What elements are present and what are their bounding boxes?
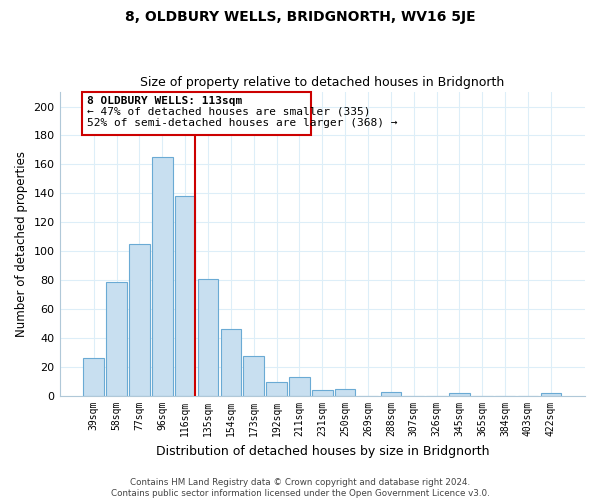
Text: Contains HM Land Registry data © Crown copyright and database right 2024.
Contai: Contains HM Land Registry data © Crown c… — [110, 478, 490, 498]
Bar — [541, 393, 561, 396]
FancyBboxPatch shape — [82, 92, 311, 136]
X-axis label: Distribution of detached houses by size in Bridgnorth: Distribution of detached houses by size … — [155, 444, 489, 458]
Y-axis label: Number of detached properties: Number of detached properties — [15, 151, 28, 337]
Bar — [198, 279, 218, 396]
Bar — [221, 330, 241, 396]
Text: 52% of semi-detached houses are larger (368) →: 52% of semi-detached houses are larger (… — [87, 118, 397, 128]
Bar — [244, 356, 264, 396]
Title: Size of property relative to detached houses in Bridgnorth: Size of property relative to detached ho… — [140, 76, 505, 90]
Bar — [152, 157, 173, 396]
Text: ← 47% of detached houses are smaller (335): ← 47% of detached houses are smaller (33… — [87, 106, 370, 117]
Bar — [266, 382, 287, 396]
Bar — [83, 358, 104, 396]
Text: 8, OLDBURY WELLS, BRIDGNORTH, WV16 5JE: 8, OLDBURY WELLS, BRIDGNORTH, WV16 5JE — [125, 10, 475, 24]
Bar — [129, 244, 150, 396]
Bar — [175, 196, 196, 396]
Bar — [335, 389, 355, 396]
Bar — [312, 390, 332, 396]
Bar — [380, 392, 401, 396]
Bar — [449, 393, 470, 396]
Bar — [106, 282, 127, 396]
Bar — [289, 377, 310, 396]
Text: 8 OLDBURY WELLS: 113sqm: 8 OLDBURY WELLS: 113sqm — [87, 96, 242, 106]
